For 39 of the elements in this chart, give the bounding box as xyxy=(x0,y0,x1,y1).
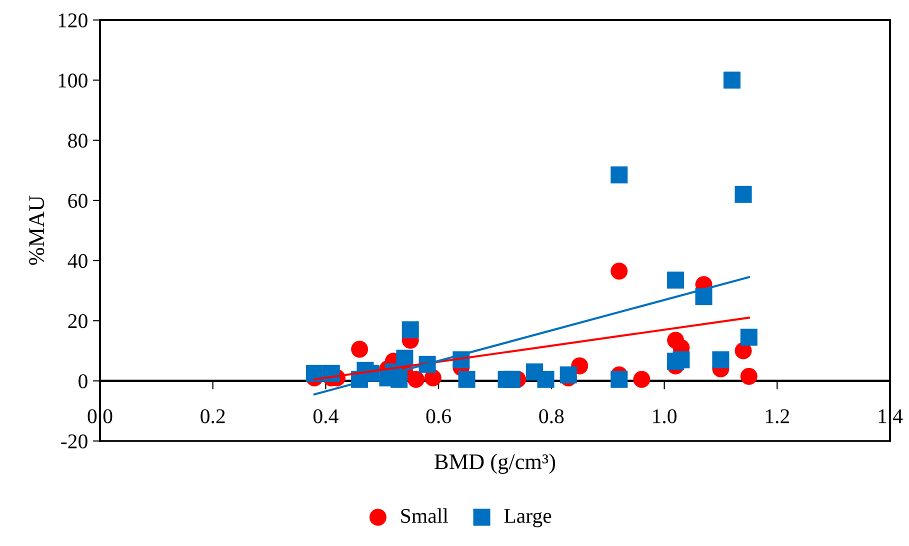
point xyxy=(503,370,520,388)
x-tick-label: 1.0 xyxy=(653,409,677,424)
point xyxy=(672,351,690,368)
point xyxy=(407,370,425,388)
point xyxy=(633,370,650,388)
y-tick-label: 0 xyxy=(78,374,88,388)
y-tick-label: 120 xyxy=(58,13,88,28)
point xyxy=(734,186,752,203)
point xyxy=(396,350,414,367)
y-tick-label: 60 xyxy=(68,194,88,208)
point xyxy=(740,368,758,385)
point xyxy=(610,262,628,280)
point xyxy=(712,351,730,368)
point xyxy=(610,370,628,388)
x-tick-label: 0.2 xyxy=(200,409,225,424)
point xyxy=(537,370,554,388)
x-tick-label: 0.8 xyxy=(539,409,564,424)
point xyxy=(740,328,758,346)
x-tick-label: 1.2 xyxy=(766,409,790,424)
point xyxy=(695,288,712,306)
x-tick-label: 0.4 xyxy=(313,409,338,424)
y-tick-label: 40 xyxy=(68,254,88,268)
legend-label: Small xyxy=(401,508,448,523)
x-axis-title: BMD (g/cm³) xyxy=(434,454,556,474)
y-tick-label: 80 xyxy=(68,134,88,148)
legend-label: Large xyxy=(504,509,552,528)
point xyxy=(610,166,628,184)
point xyxy=(402,321,419,338)
y-tick-label: 20 xyxy=(68,314,88,328)
point xyxy=(390,370,408,388)
point xyxy=(351,340,368,358)
point xyxy=(306,364,323,382)
y-tick-label: -20 xyxy=(61,434,88,448)
y-axis-title: %MAU xyxy=(29,196,44,265)
x-tick-label: 0.6 xyxy=(426,409,451,424)
point xyxy=(458,370,476,388)
point xyxy=(723,72,741,89)
point xyxy=(667,272,684,289)
y-tick-label: 100 xyxy=(58,74,88,88)
